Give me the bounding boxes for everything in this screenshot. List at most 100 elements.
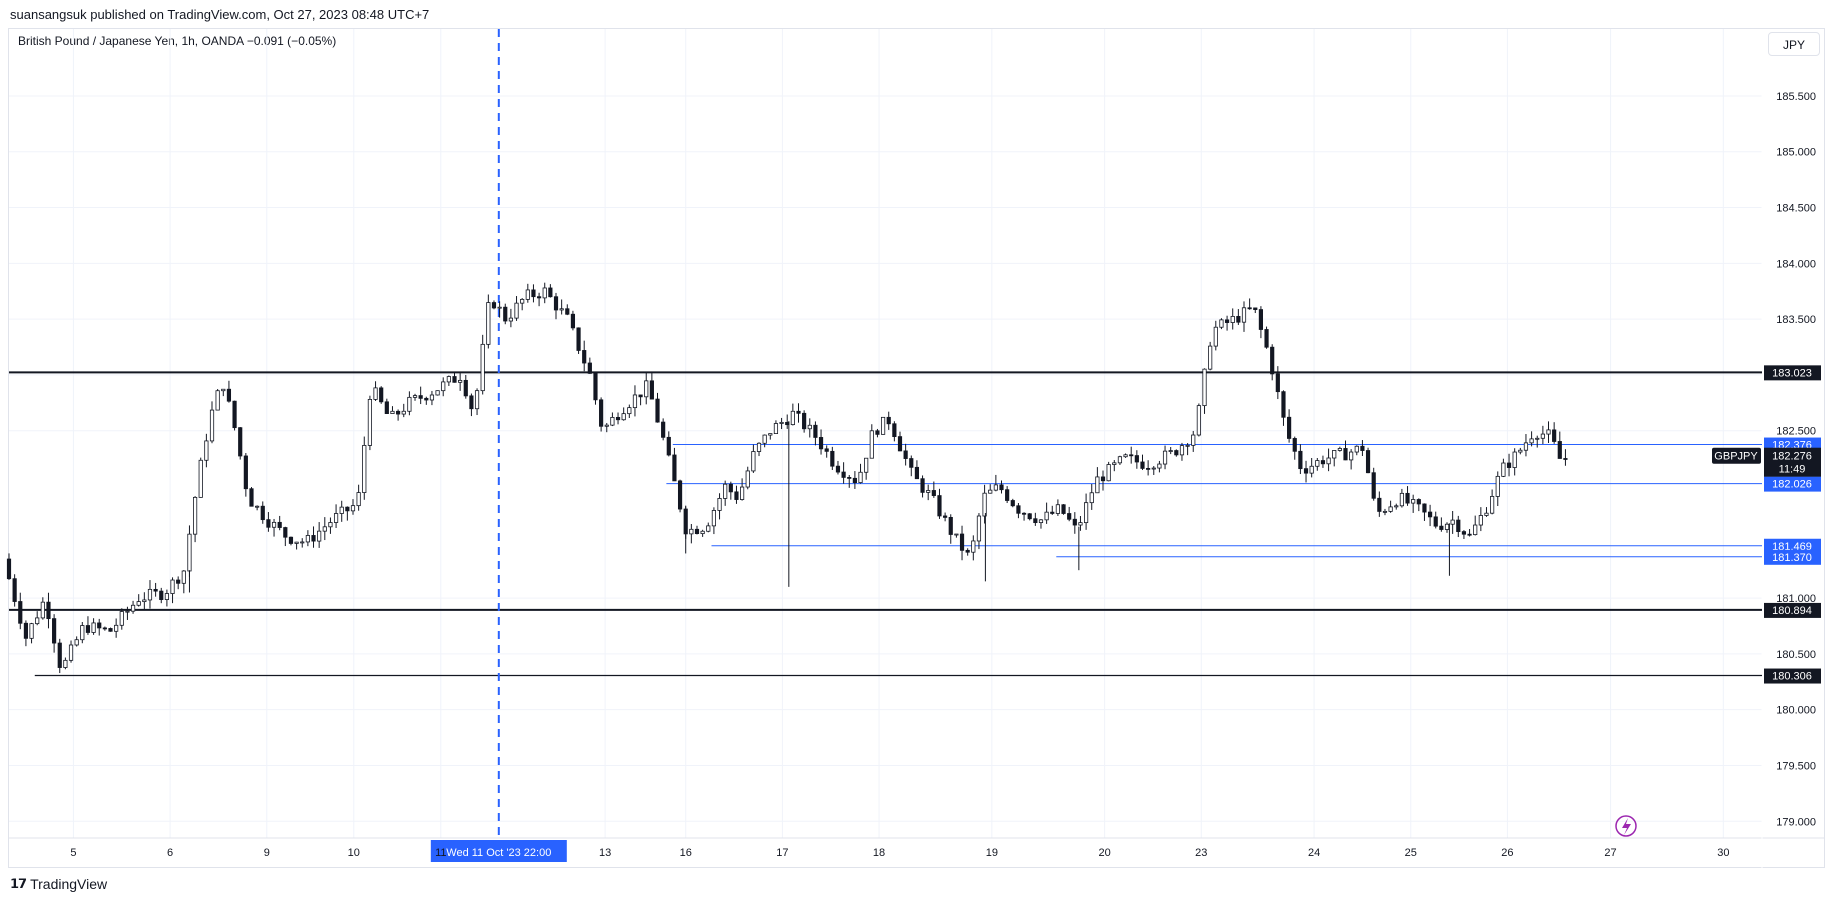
candle [469, 393, 474, 417]
candle-body [1495, 475, 1500, 497]
candle [35, 611, 40, 626]
candle [1473, 515, 1478, 536]
candle-body [610, 416, 615, 426]
candle-body [632, 394, 638, 409]
candle [880, 416, 886, 435]
candle [1162, 445, 1168, 470]
candle-body [1422, 503, 1427, 513]
candle [198, 457, 203, 498]
candle-body [232, 400, 237, 429]
candle [429, 390, 435, 406]
candle-body [1241, 307, 1247, 323]
candle [1427, 504, 1433, 527]
y-tick-label: 183.500 [1776, 314, 1816, 326]
candle-body [35, 617, 40, 625]
candle [317, 522, 322, 548]
candle-body [1089, 492, 1094, 504]
candle-body [1377, 497, 1382, 512]
candle [396, 409, 401, 421]
candle-body [1072, 518, 1077, 526]
candle-body [486, 302, 491, 345]
candle-body [1264, 329, 1269, 348]
candle [452, 372, 457, 383]
candle-body [943, 515, 948, 518]
candle-body [1224, 319, 1230, 323]
candle [1208, 341, 1213, 371]
candle [1117, 455, 1123, 465]
candle [1557, 431, 1562, 459]
level-badge-label: 182.026 [1772, 479, 1812, 491]
candle-body [435, 390, 440, 396]
candle-body [429, 394, 435, 401]
candle-body [1123, 454, 1128, 458]
candle [661, 418, 666, 441]
candle [474, 388, 480, 416]
candle [869, 424, 874, 459]
candle-body [294, 541, 299, 544]
candle [1100, 470, 1106, 491]
candle-body [976, 515, 982, 542]
candle-body [1405, 492, 1410, 504]
lightning-icon[interactable] [1615, 815, 1637, 837]
candle [1388, 500, 1393, 513]
y-tick-label: 181.000 [1776, 593, 1816, 605]
candle-body [1287, 416, 1292, 439]
candle [751, 444, 756, 473]
candle-body [1100, 476, 1106, 482]
candle-body [23, 622, 29, 639]
candle-body [711, 510, 716, 527]
candle-body [1162, 450, 1168, 465]
candle-body [266, 519, 271, 528]
candle-body [63, 659, 68, 668]
last-price-value: 182.276 [1772, 451, 1812, 463]
candle-body [508, 317, 513, 322]
candle-body [1044, 511, 1049, 521]
candle-body [914, 466, 920, 480]
candle [1258, 306, 1264, 339]
candle [621, 407, 626, 421]
candle-body [1501, 462, 1506, 477]
candle-body [57, 642, 62, 668]
candle [407, 391, 412, 416]
candle-body [644, 380, 649, 398]
candle-body [909, 458, 914, 468]
candle [441, 377, 446, 397]
candle-body [1416, 499, 1421, 505]
candle [711, 507, 716, 535]
candle [508, 308, 513, 328]
candle-body [249, 488, 254, 507]
x-tick-label: 13 [599, 847, 611, 859]
candle-body [971, 540, 976, 553]
candle [1371, 467, 1376, 501]
candle-body [773, 423, 779, 435]
candle [982, 484, 987, 524]
candle-body [841, 471, 846, 478]
y-tick-label: 180.500 [1776, 649, 1816, 661]
currency-button[interactable]: JPY [1768, 32, 1820, 56]
candle [486, 294, 491, 349]
candle-body [193, 496, 198, 535]
candle-body [1444, 523, 1450, 530]
candle [531, 284, 536, 303]
candle [147, 580, 153, 609]
candle-body [548, 287, 553, 298]
candle-body [1309, 465, 1314, 474]
crosshair-label: Wed 11 Oct '23 22:00 [446, 847, 551, 859]
candle [943, 512, 948, 522]
candle-body [559, 308, 564, 311]
candle [999, 480, 1004, 494]
candle [170, 577, 175, 604]
candle [424, 396, 429, 405]
candle-body [85, 625, 91, 633]
candle [1055, 499, 1060, 516]
tradingview-brand[interactable]: 𝟭𝟳 TradingView [10, 876, 107, 892]
candle [610, 412, 615, 427]
candle-body [373, 387, 378, 400]
candle [570, 310, 576, 331]
y-tick-label: 185.000 [1776, 147, 1816, 159]
candle [1202, 368, 1207, 414]
candle-body [1134, 455, 1139, 463]
candle-body [1230, 315, 1235, 323]
candle-body [756, 442, 762, 452]
